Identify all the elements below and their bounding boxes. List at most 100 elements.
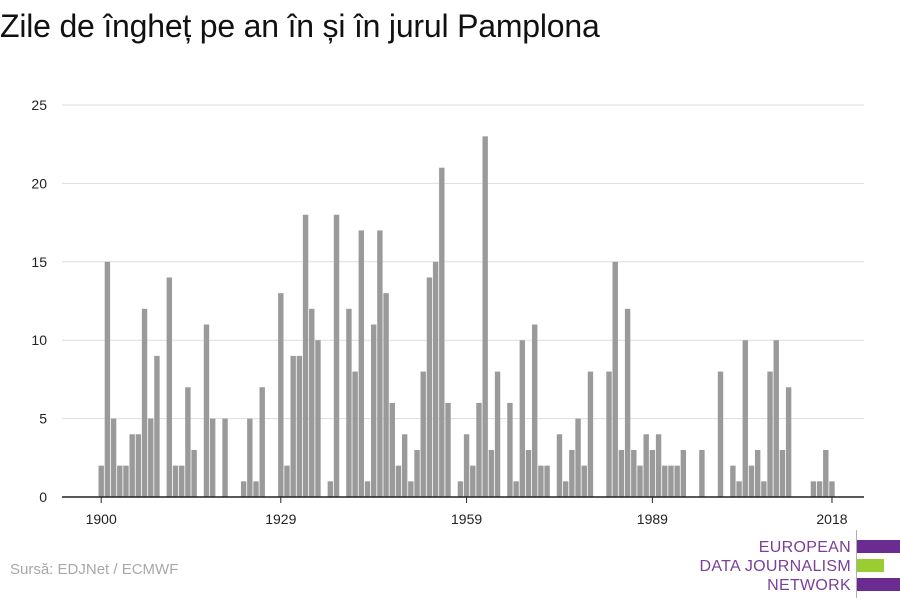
y-tick-label: 0 xyxy=(39,489,47,505)
bar xyxy=(346,308,352,497)
bar xyxy=(717,371,724,497)
bar xyxy=(816,481,823,497)
y-tick-label: 10 xyxy=(31,332,47,348)
bar xyxy=(736,481,742,497)
y-gridlines xyxy=(62,104,864,420)
bar xyxy=(98,465,104,497)
bar xyxy=(823,449,829,497)
y-tick-label: 5 xyxy=(39,411,47,427)
y-tick-label: 20 xyxy=(31,175,47,191)
bar xyxy=(284,465,290,497)
bar xyxy=(742,340,748,497)
bar xyxy=(606,371,612,497)
bar xyxy=(649,449,656,497)
source-note: Sursă: EDJNet / ECMWF xyxy=(10,561,179,578)
x-tick-label: 1959 xyxy=(451,511,482,527)
bar xyxy=(575,418,581,497)
chart-title: Zile de îngheț pe an în și în jurul Pamp… xyxy=(0,8,600,44)
bar xyxy=(296,355,303,497)
bars xyxy=(98,136,835,498)
bar xyxy=(748,465,755,497)
bar xyxy=(612,261,618,497)
bar xyxy=(148,418,154,497)
bar xyxy=(674,465,680,497)
bar xyxy=(513,481,519,497)
bar xyxy=(562,481,569,497)
bar xyxy=(532,324,538,497)
bar xyxy=(129,434,135,497)
bar xyxy=(587,371,594,497)
bar xyxy=(754,449,761,497)
bar xyxy=(624,308,631,497)
bar xyxy=(662,465,668,497)
bar xyxy=(668,465,674,497)
x-tick-label: 1929 xyxy=(265,511,296,527)
bar xyxy=(364,481,371,497)
bar xyxy=(488,449,495,497)
bar xyxy=(247,418,253,497)
bar xyxy=(278,293,284,497)
bar xyxy=(730,465,736,497)
bar xyxy=(333,214,340,497)
bar xyxy=(117,465,123,497)
x-tick-label: 1900 xyxy=(86,511,117,527)
bar xyxy=(470,465,476,497)
bar xyxy=(525,449,532,497)
logo-separator xyxy=(856,530,857,598)
bar xyxy=(476,402,482,497)
bar xyxy=(637,465,643,497)
edjnet-logo: EUROPEAN DATA JOURNALISM NETWORK xyxy=(700,528,900,600)
bar xyxy=(779,449,786,497)
bar xyxy=(445,402,451,497)
x-tick-label: 2018 xyxy=(816,511,847,527)
logo-line-1: EUROPEAN xyxy=(758,539,851,556)
bar xyxy=(209,418,216,497)
bar xyxy=(309,308,315,497)
bar xyxy=(569,449,575,497)
bar xyxy=(154,355,160,497)
bar xyxy=(253,481,259,497)
logo-bar-purple-top xyxy=(857,540,900,553)
bar xyxy=(110,418,117,497)
bar xyxy=(222,418,228,497)
y-tick-labels: 0 5 10 15 20 25 xyxy=(31,97,47,505)
bar xyxy=(463,434,470,497)
bar xyxy=(327,481,334,497)
bar xyxy=(655,434,662,497)
bar xyxy=(699,449,705,497)
bar xyxy=(631,449,637,497)
bar xyxy=(240,481,247,497)
logo-bar-green xyxy=(857,559,884,572)
bar xyxy=(179,465,185,497)
bar xyxy=(519,340,526,497)
bar xyxy=(810,481,817,497)
bar xyxy=(191,449,197,497)
bar xyxy=(457,481,464,497)
bar xyxy=(785,387,792,497)
bar xyxy=(482,136,488,498)
y-tick-label: 25 xyxy=(31,97,47,113)
bar xyxy=(185,387,191,497)
y-tick-label: 15 xyxy=(31,254,47,270)
bar xyxy=(383,293,389,497)
bar xyxy=(643,434,649,497)
bar xyxy=(432,261,439,497)
bar xyxy=(420,371,426,497)
x-axis: 1900 1929 1959 1989 2018 xyxy=(62,496,864,527)
bar xyxy=(401,434,408,497)
bar xyxy=(767,371,773,497)
logo-bar-purple-bottom xyxy=(857,578,900,591)
logo-line-2: DATA JOURNALISM xyxy=(699,558,851,575)
bar xyxy=(123,465,129,497)
bar xyxy=(414,449,420,497)
bar xyxy=(439,167,445,497)
bar xyxy=(259,387,265,497)
bar xyxy=(556,434,563,497)
bar xyxy=(426,277,433,497)
bar xyxy=(538,465,544,497)
bar xyxy=(302,214,309,497)
bar xyxy=(370,324,377,497)
bar xyxy=(135,434,142,497)
bar xyxy=(507,402,513,497)
x-tick-label: 1989 xyxy=(637,511,668,527)
